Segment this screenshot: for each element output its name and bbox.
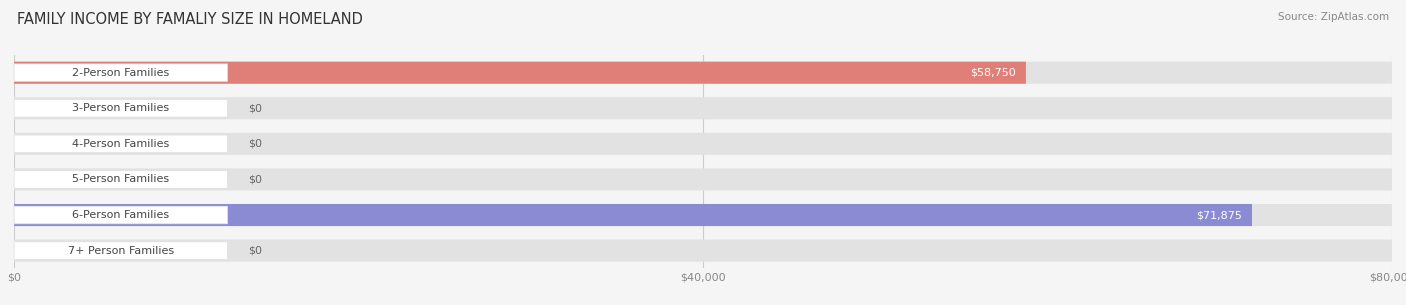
Text: $0: $0: [249, 174, 263, 185]
Text: 3-Person Families: 3-Person Families: [72, 103, 169, 113]
Text: Source: ZipAtlas.com: Source: ZipAtlas.com: [1278, 12, 1389, 22]
Text: $0: $0: [249, 246, 263, 256]
Text: 7+ Person Families: 7+ Person Families: [67, 246, 174, 256]
FancyBboxPatch shape: [14, 206, 228, 224]
FancyBboxPatch shape: [14, 204, 1251, 226]
FancyBboxPatch shape: [14, 135, 228, 153]
FancyBboxPatch shape: [14, 62, 1392, 84]
FancyBboxPatch shape: [14, 168, 1392, 190]
Text: $58,750: $58,750: [970, 68, 1015, 78]
FancyBboxPatch shape: [14, 97, 1392, 119]
FancyBboxPatch shape: [14, 242, 228, 260]
FancyBboxPatch shape: [14, 133, 1392, 155]
Text: 2-Person Families: 2-Person Families: [72, 68, 170, 78]
FancyBboxPatch shape: [14, 62, 1026, 84]
FancyBboxPatch shape: [14, 170, 228, 188]
FancyBboxPatch shape: [14, 99, 228, 117]
Text: 4-Person Families: 4-Person Families: [72, 139, 170, 149]
Text: 5-Person Families: 5-Person Families: [72, 174, 169, 185]
FancyBboxPatch shape: [14, 204, 1392, 226]
Text: $0: $0: [249, 103, 263, 113]
FancyBboxPatch shape: [14, 64, 228, 81]
Text: $0: $0: [249, 139, 263, 149]
Text: 6-Person Families: 6-Person Families: [72, 210, 169, 220]
Text: $71,875: $71,875: [1195, 210, 1241, 220]
FancyBboxPatch shape: [14, 240, 1392, 262]
Text: FAMILY INCOME BY FAMALIY SIZE IN HOMELAND: FAMILY INCOME BY FAMALIY SIZE IN HOMELAN…: [17, 12, 363, 27]
